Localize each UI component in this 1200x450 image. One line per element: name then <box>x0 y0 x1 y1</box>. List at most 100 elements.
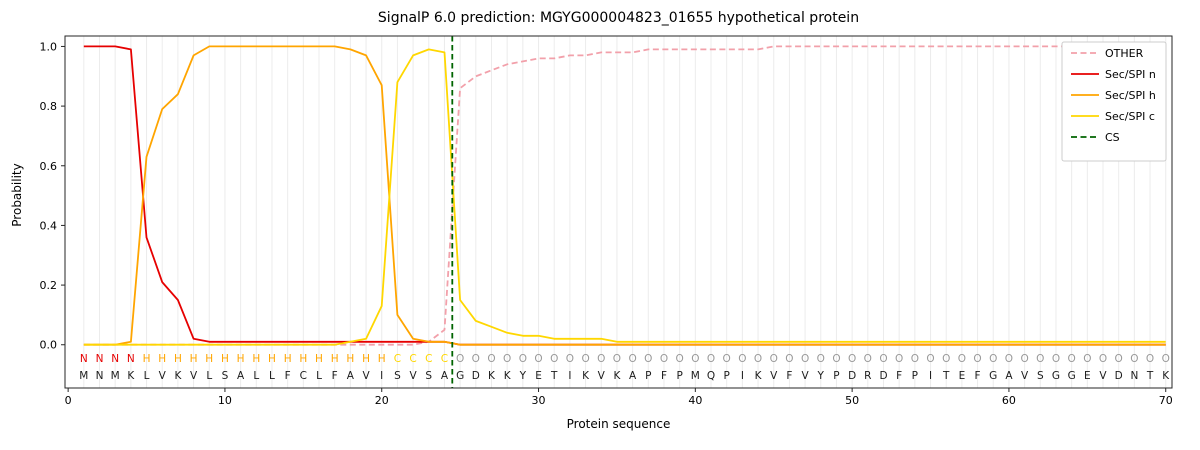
legend-item-sec-spi-n: Sec/SPI n <box>1071 68 1156 81</box>
region-label-letter: O <box>519 353 527 365</box>
legend-item-label: CS <box>1105 131 1120 144</box>
region-label-letter: O <box>1162 353 1170 365</box>
sequence-letter: S <box>394 370 401 382</box>
sequence-letter: E <box>959 370 966 382</box>
region-label-letter: O <box>864 353 872 365</box>
sequence-letter: D <box>472 370 480 382</box>
sequence-letter: I <box>568 370 571 382</box>
region-label-letter: H <box>331 353 339 365</box>
sequence-letter: F <box>661 370 667 382</box>
sequence-letter: S <box>222 370 229 382</box>
region-label-letter: O <box>707 353 715 365</box>
region-label-letter: O <box>926 353 934 365</box>
legend-item-label: Sec/SPI n <box>1105 68 1156 81</box>
region-label-letter: C <box>425 353 432 365</box>
region-label-letter: O <box>958 353 966 365</box>
series-line-sec-spi-h <box>83 45 1166 346</box>
sequence-letter: D <box>1115 370 1123 382</box>
sequence-letter: M <box>79 370 88 382</box>
sequence-letter: P <box>645 370 651 382</box>
sequence-letter: G <box>1068 370 1076 382</box>
region-label-letter: O <box>691 353 699 365</box>
region-label-letter: O <box>534 353 542 365</box>
y-tick-label: 0.4 <box>40 219 58 232</box>
region-label-letter: O <box>1083 353 1091 365</box>
sequence-letter: F <box>786 370 792 382</box>
sequence-letter: K <box>127 370 135 382</box>
region-label-letter: O <box>644 353 652 365</box>
region-label-letter: O <box>801 353 809 365</box>
sequence-letter: A <box>441 370 449 382</box>
legend-item-label: Sec/SPI h <box>1105 89 1156 102</box>
region-label-letter: O <box>989 353 997 365</box>
region-label-letter: N <box>96 353 104 365</box>
sequence-letter: F <box>332 370 338 382</box>
region-label-letter: H <box>205 353 213 365</box>
y-tick-label: 0.8 <box>40 100 58 113</box>
region-label-letter: O <box>550 353 558 365</box>
sequence-letter: K <box>613 370 621 382</box>
region-label-letter: N <box>127 353 135 365</box>
sequence-letter: K <box>504 370 512 382</box>
sequence-letter: L <box>316 370 322 382</box>
sequence-letter: F <box>896 370 902 382</box>
region-label-letter: O <box>942 353 950 365</box>
sequence-letter: I <box>741 370 744 382</box>
region-label-letter: O <box>785 353 793 365</box>
region-label-letter: O <box>911 353 919 365</box>
x-axis-ticks: 0 10 20 30 40 50 60 70 <box>65 388 1173 407</box>
region-label-letter: H <box>252 353 260 365</box>
region-label-letter: O <box>581 353 589 365</box>
region-label-letter: O <box>895 353 903 365</box>
sequence-letter: V <box>190 370 198 382</box>
region-label-letter: H <box>268 353 276 365</box>
region-label-letter: H <box>143 353 151 365</box>
x-tick-label: 40 <box>688 394 702 407</box>
series-lines <box>83 45 1166 346</box>
region-label-letter: O <box>1146 353 1154 365</box>
sequence-letter: S <box>425 370 432 382</box>
region-label-letter: H <box>237 353 245 365</box>
region-label-letter: C <box>394 353 401 365</box>
sequence-letter: K <box>488 370 496 382</box>
legend-box <box>1061 41 1167 162</box>
sequence-letter: N <box>1130 370 1138 382</box>
sequence-letter: V <box>1021 370 1029 382</box>
sequence-letter: V <box>770 370 778 382</box>
region-label-letter: O <box>1130 353 1138 365</box>
region-label-letter: O <box>597 353 605 365</box>
sequence-letter: D <box>879 370 887 382</box>
region-label-letter: O <box>487 353 495 365</box>
x-tick-label: 0 <box>65 394 72 407</box>
region-label-letter: C <box>441 353 448 365</box>
x-tick-label: 30 <box>532 394 546 407</box>
legend-item-label: Sec/SPI c <box>1105 110 1155 123</box>
region-label-letter: O <box>1068 353 1076 365</box>
sequence-letter: P <box>724 370 730 382</box>
sequence-letter: A <box>1005 370 1013 382</box>
y-tick-label: 1.0 <box>40 40 58 53</box>
region-label-letter: O <box>817 353 825 365</box>
region-label-letter: H <box>284 353 292 365</box>
region-label-letter: O <box>832 353 840 365</box>
region-label-letter: H <box>174 353 182 365</box>
legend-item-sec-spi-h: Sec/SPI h <box>1071 89 1156 102</box>
y-axis-label: Probability <box>10 163 24 227</box>
region-label-letter: O <box>566 353 574 365</box>
series-line-other <box>83 45 1166 346</box>
sequence-letter: L <box>253 370 259 382</box>
legend-item-cs: CS <box>1071 131 1120 144</box>
region-label-letter: O <box>1099 353 1107 365</box>
sequence-letter: V <box>409 370 417 382</box>
region-label-letter: O <box>738 353 746 365</box>
sequence-letter: G <box>1052 370 1060 382</box>
x-tick-label: 50 <box>845 394 859 407</box>
region-label-letter: O <box>1052 353 1060 365</box>
sequence-letter: Q <box>707 370 715 382</box>
region-label-letter: H <box>158 353 166 365</box>
sequence-letter: P <box>833 370 839 382</box>
region-label-letter: N <box>111 353 119 365</box>
sequence-letter: G <box>989 370 997 382</box>
